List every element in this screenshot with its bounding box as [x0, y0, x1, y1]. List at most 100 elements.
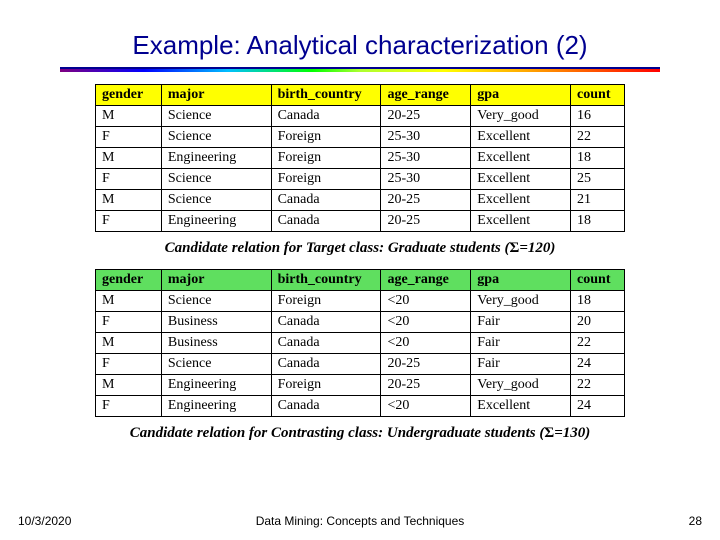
cell: Excellent [471, 190, 571, 211]
cell: 25 [571, 169, 625, 190]
cell: M [96, 375, 162, 396]
cell: Very_good [471, 106, 571, 127]
cell: Canada [271, 354, 381, 375]
cell: <20 [381, 396, 471, 417]
cell: Excellent [471, 148, 571, 169]
cell: 25-30 [381, 169, 471, 190]
caption2-pre: Candidate relation for Contrasting class… [130, 425, 545, 441]
cell: Engineering [161, 396, 271, 417]
cell: 24 [571, 396, 625, 417]
caption1-post: =120) [519, 240, 555, 256]
table-row: FBusinessCanada<20Fair20 [96, 312, 625, 333]
table1-wrap: gender major birth_country age_range gpa… [95, 84, 625, 232]
cell: Business [161, 312, 271, 333]
page-title: Example: Analytical characterization (2) [60, 30, 660, 61]
cell: Engineering [161, 148, 271, 169]
cell: Foreign [271, 291, 381, 312]
cell: 22 [571, 375, 625, 396]
cell: 20-25 [381, 190, 471, 211]
table-row: MEngineeringForeign25-30Excellent18 [96, 148, 625, 169]
col-birth-country: birth_country [271, 85, 381, 106]
cell: 24 [571, 354, 625, 375]
table1-header: gender major birth_country age_range gpa… [96, 85, 625, 106]
table-row: MBusinessCanada<20Fair22 [96, 333, 625, 354]
col-gpa: gpa [471, 270, 571, 291]
cell: F [96, 354, 162, 375]
cell: Science [161, 106, 271, 127]
cell: Science [161, 169, 271, 190]
cell: Very_good [471, 375, 571, 396]
cell: M [96, 333, 162, 354]
table1-body: MScienceCanada20-25Very_good16FScienceFo… [96, 106, 625, 232]
caption2: Candidate relation for Contrasting class… [60, 425, 660, 442]
col-count: count [571, 85, 625, 106]
cell: F [96, 312, 162, 333]
table-row: MEngineeringForeign20-25Very_good22 [96, 375, 625, 396]
caption1-pre: Candidate relation for Target class: Gra… [165, 240, 510, 256]
cell: 18 [571, 148, 625, 169]
cell: Canada [271, 333, 381, 354]
cell: Engineering [161, 375, 271, 396]
cell: Fair [471, 312, 571, 333]
table1: gender major birth_country age_range gpa… [95, 84, 625, 232]
cell: 16 [571, 106, 625, 127]
caption2-post: =130) [554, 425, 590, 441]
cell: Science [161, 354, 271, 375]
cell: F [96, 396, 162, 417]
cell: F [96, 169, 162, 190]
table-row: FEngineeringCanada20-25Excellent18 [96, 211, 625, 232]
table-row: FScienceForeign25-30Excellent22 [96, 127, 625, 148]
cell: 20 [571, 312, 625, 333]
col-major: major [161, 270, 271, 291]
sigma-icon: Σ [544, 425, 554, 441]
cell: 21 [571, 190, 625, 211]
cell: Excellent [471, 169, 571, 190]
cell: 20-25 [381, 106, 471, 127]
cell: 20-25 [381, 375, 471, 396]
cell: Fair [471, 333, 571, 354]
cell: 22 [571, 333, 625, 354]
cell: 18 [571, 291, 625, 312]
col-gpa: gpa [471, 85, 571, 106]
cell: Foreign [271, 375, 381, 396]
table2-body: MScienceForeign<20Very_good18FBusinessCa… [96, 291, 625, 417]
cell: M [96, 148, 162, 169]
caption1: Candidate relation for Target class: Gra… [60, 240, 660, 257]
cell: <20 [381, 291, 471, 312]
cell: 25-30 [381, 127, 471, 148]
cell: Foreign [271, 169, 381, 190]
cell: Canada [271, 211, 381, 232]
slide: Example: Analytical characterization (2)… [0, 0, 720, 540]
footer-mid: Data Mining: Concepts and Techniques [0, 514, 720, 528]
title-underline [60, 67, 660, 72]
table2-wrap: gender major birth_country age_range gpa… [95, 269, 625, 417]
table-row: MScienceForeign<20Very_good18 [96, 291, 625, 312]
col-gender: gender [96, 270, 162, 291]
cell: Business [161, 333, 271, 354]
table2: gender major birth_country age_range gpa… [95, 269, 625, 417]
cell: Foreign [271, 127, 381, 148]
table-row: MScienceCanada20-25Very_good16 [96, 106, 625, 127]
cell: Canada [271, 190, 381, 211]
cell: Fair [471, 354, 571, 375]
cell: 22 [571, 127, 625, 148]
cell: F [96, 127, 162, 148]
cell: 20-25 [381, 211, 471, 232]
col-gender: gender [96, 85, 162, 106]
col-birth-country: birth_country [271, 270, 381, 291]
cell: Canada [271, 396, 381, 417]
footer-page-number: 28 [689, 514, 702, 528]
cell: 20-25 [381, 354, 471, 375]
cell: Canada [271, 106, 381, 127]
col-age-range: age_range [381, 85, 471, 106]
cell: <20 [381, 312, 471, 333]
cell: Engineering [161, 211, 271, 232]
table2-header: gender major birth_country age_range gpa… [96, 270, 625, 291]
cell: <20 [381, 333, 471, 354]
cell: 18 [571, 211, 625, 232]
sigma-icon: Σ [510, 240, 520, 256]
col-count: count [571, 270, 625, 291]
cell: Excellent [471, 396, 571, 417]
table-row: MScienceCanada20-25Excellent21 [96, 190, 625, 211]
cell: Canada [271, 312, 381, 333]
